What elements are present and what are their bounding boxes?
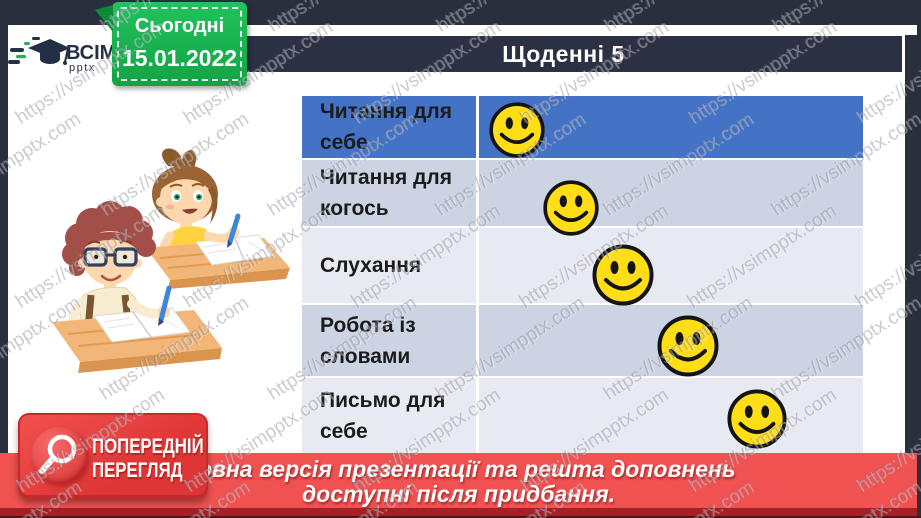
row-label: Читання для себе	[320, 100, 453, 154]
boy-figure	[62, 201, 156, 348]
preview-badge-line1: ПОПЕРЕДНІЙ	[92, 435, 204, 458]
date-badge-border	[117, 7, 242, 81]
slide-title: Щоденні 5	[502, 40, 625, 67]
boy-desk	[52, 285, 222, 373]
date-badge: Сьогодні 15.01.2022	[95, 2, 247, 86]
speed-dashes-icon	[8, 37, 40, 64]
brand-logo-graphic: ВСІМ pptx	[8, 37, 116, 74]
table-row: Читання для себе	[302, 96, 863, 158]
table-column-divider	[476, 96, 479, 453]
date-badge-title: Сьогодні	[134, 15, 225, 37]
brand-sub: pptx	[69, 62, 96, 74]
row-label: Слухання	[320, 254, 422, 277]
row-label: Письмо для себе	[320, 388, 446, 443]
purchase-banner-line1: Повна версія презентації та решта доповн…	[181, 456, 736, 482]
slide-top-edge	[8, 25, 917, 35]
preview-badge: ПОПЕРЕДНІЙ ПЕРЕГЛЯД	[18, 413, 208, 499]
purchase-banner-line2: доступні після придбання.	[301, 481, 616, 507]
table-row: Слухання	[302, 228, 863, 303]
brand-logo: ВСІМ pptx	[8, 34, 116, 74]
preview-badge-line2: ПЕРЕГЛЯД	[92, 459, 183, 482]
table-row: Робота із словами	[302, 305, 863, 376]
smiley-icon	[489, 102, 545, 158]
magnifier-icon	[39, 434, 77, 474]
preview-badge-text: ПОПЕРЕДНІЙ ПЕРЕГЛЯД	[92, 435, 204, 483]
smiley-icon	[543, 180, 599, 236]
activities-table: Письмо для себе Робота із словами Слухання…	[302, 96, 863, 453]
date-badge-date: 15.01.2022	[121, 45, 238, 71]
banner-bottom-shadow	[0, 516, 921, 518]
graduation-cap-icon	[28, 39, 70, 65]
row-label: Робота із словами	[320, 313, 416, 368]
brand-name: ВСІМ	[66, 42, 114, 64]
smiley-icon	[592, 244, 654, 306]
children-illustration	[52, 148, 290, 373]
girl-desk	[146, 213, 290, 289]
magnifier-circle	[31, 427, 88, 484]
slide-title-bar: Щоденні 5	[245, 36, 902, 72]
row-label: Читання для когось	[320, 166, 453, 220]
smiley-icon	[657, 315, 719, 377]
smiley-icon	[727, 389, 787, 449]
banner-bottom-strip	[0, 508, 917, 516]
